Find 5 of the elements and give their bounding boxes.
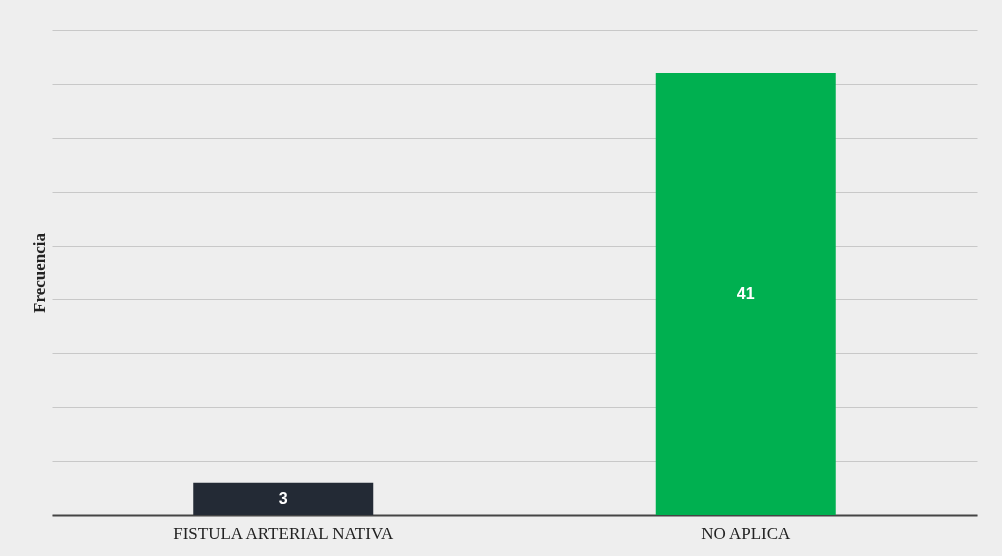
x-tick-label: NO APLICA <box>701 523 792 543</box>
data-label: 41 <box>736 285 755 303</box>
x-tick-label: FISTULA ARTERIAL NATIVA <box>173 523 394 543</box>
y-axis-title: Frecuencia <box>29 232 49 313</box>
data-label: 3 <box>278 489 288 507</box>
